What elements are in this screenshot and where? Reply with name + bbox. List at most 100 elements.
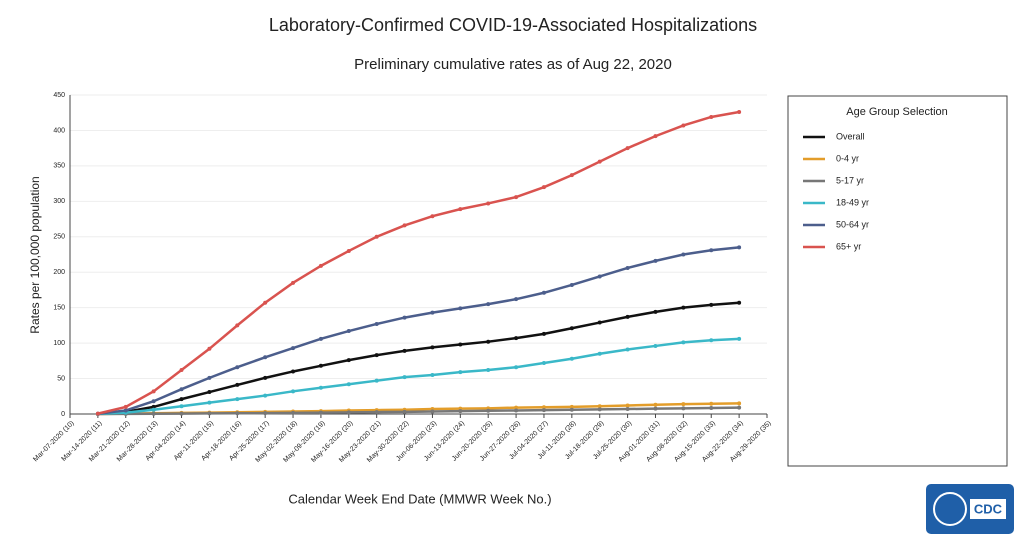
y-tick-label: 400 (53, 127, 65, 134)
data-point (569, 173, 574, 178)
data-point (681, 340, 686, 345)
y-tick-label: 300 (53, 198, 65, 205)
data-point (291, 410, 296, 415)
y-tick-label: 450 (53, 92, 65, 99)
series-line (97, 301, 740, 416)
data-point (458, 409, 463, 414)
data-point (291, 389, 296, 394)
data-point (569, 282, 574, 287)
data-point (541, 360, 546, 365)
data-point (625, 403, 630, 408)
data-point (179, 368, 184, 373)
y-tick-label: 200 (53, 269, 65, 276)
data-point (207, 346, 212, 351)
data-point (346, 329, 351, 334)
y-tick-label: 100 (53, 340, 65, 347)
data-point (179, 397, 184, 402)
data-point (541, 290, 546, 295)
data-point (597, 159, 602, 164)
y-tick-label: 350 (53, 163, 65, 170)
data-point (486, 302, 491, 307)
data-point (541, 405, 546, 410)
data-point (486, 408, 491, 413)
data-point (737, 300, 742, 305)
data-point (625, 314, 630, 319)
data-point (653, 402, 658, 407)
data-point (151, 407, 156, 412)
data-point (681, 406, 686, 411)
data-point (346, 382, 351, 387)
data-point (179, 387, 184, 392)
data-point (374, 234, 379, 239)
data-point (430, 345, 435, 350)
data-point (653, 309, 658, 314)
data-point (569, 326, 574, 331)
data-point (430, 310, 435, 315)
data-point (625, 146, 630, 151)
data-point (235, 323, 240, 328)
series-line (97, 246, 740, 416)
data-point (346, 248, 351, 253)
data-point (318, 410, 323, 415)
data-point (458, 342, 463, 347)
data-point (737, 405, 742, 410)
data-point (737, 110, 742, 115)
data-point (123, 404, 128, 409)
legend-title: Age Group Selection (846, 106, 948, 118)
data-point (653, 258, 658, 263)
data-point (207, 390, 212, 395)
legend-label[interactable]: 65+ yr (836, 241, 861, 251)
data-point (514, 405, 519, 410)
data-point (235, 382, 240, 387)
data-point (709, 248, 714, 253)
data-point (709, 338, 714, 343)
data-point (430, 409, 435, 414)
data-point (514, 195, 519, 200)
data-point (737, 401, 742, 406)
data-point (541, 185, 546, 190)
data-point (207, 411, 212, 416)
data-point (430, 373, 435, 378)
y-tick-label: 250 (53, 234, 65, 241)
legend-label[interactable]: Overall (836, 131, 865, 141)
data-point (514, 336, 519, 341)
data-point (737, 336, 742, 341)
data-point (458, 207, 463, 212)
logo-text: CDC (974, 501, 1003, 516)
data-point (541, 408, 546, 413)
legend-label[interactable]: 18-49 yr (836, 197, 869, 207)
data-point (625, 407, 630, 412)
data-point (123, 408, 128, 413)
data-point (151, 404, 156, 409)
data-point (291, 369, 296, 374)
data-point (318, 336, 323, 341)
data-point (458, 306, 463, 311)
data-point (402, 375, 407, 380)
legend-label[interactable]: 0-4 yr (836, 153, 859, 163)
data-point (318, 385, 323, 390)
data-point (541, 331, 546, 336)
data-point (653, 406, 658, 411)
data-point (263, 375, 268, 380)
data-point (653, 343, 658, 348)
data-point (514, 408, 519, 413)
data-point (263, 393, 268, 398)
data-point (346, 410, 351, 415)
data-point (597, 407, 602, 412)
chart-title: Laboratory-Confirmed COVID-19-Associated… (269, 15, 757, 35)
legend-label[interactable]: 50-64 yr (836, 219, 869, 229)
data-point (709, 302, 714, 307)
data-point (402, 223, 407, 228)
data-point (402, 348, 407, 353)
data-point (514, 365, 519, 370)
data-point (569, 356, 574, 361)
data-point (263, 355, 268, 360)
data-point (681, 402, 686, 407)
cdc-logo: CDC (926, 484, 1014, 534)
data-point (263, 411, 268, 416)
legend-label[interactable]: 5-17 yr (836, 175, 864, 185)
y-axis-label: Rates per 100,000 population (28, 176, 42, 333)
y-tick-label: 50 (57, 375, 65, 382)
data-point (625, 265, 630, 270)
data-point (374, 378, 379, 383)
